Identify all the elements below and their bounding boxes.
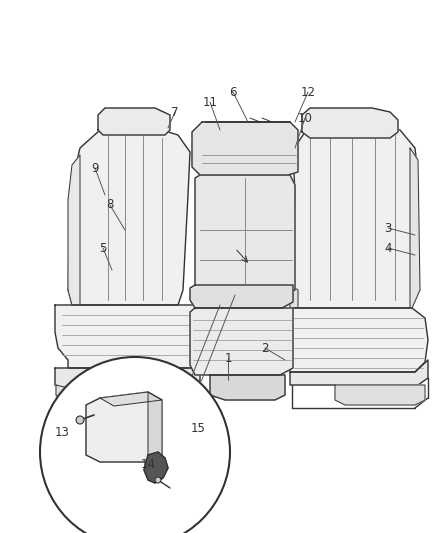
Text: 8: 8 [106, 198, 114, 212]
Polygon shape [55, 305, 200, 368]
Polygon shape [148, 392, 162, 462]
Polygon shape [302, 108, 398, 138]
Text: 12: 12 [300, 85, 315, 99]
Polygon shape [100, 392, 162, 406]
Text: 2: 2 [261, 342, 269, 354]
Polygon shape [190, 285, 293, 308]
Polygon shape [68, 155, 80, 305]
Polygon shape [290, 285, 298, 308]
Text: 10: 10 [297, 111, 312, 125]
Text: 13: 13 [55, 425, 70, 439]
Polygon shape [290, 360, 428, 385]
Text: 3: 3 [384, 222, 392, 235]
Text: 15: 15 [191, 422, 205, 434]
Polygon shape [56, 385, 85, 405]
Polygon shape [190, 308, 293, 375]
Polygon shape [68, 128, 190, 305]
Text: 14: 14 [141, 458, 155, 472]
Polygon shape [144, 452, 168, 483]
Circle shape [40, 357, 230, 533]
Text: 6: 6 [229, 85, 237, 99]
Polygon shape [290, 122, 418, 308]
Polygon shape [210, 375, 285, 400]
Polygon shape [55, 368, 200, 390]
Text: 9: 9 [91, 161, 99, 174]
Polygon shape [192, 122, 298, 175]
Text: 1: 1 [224, 351, 232, 365]
Text: 11: 11 [202, 95, 218, 109]
Polygon shape [335, 385, 425, 405]
Polygon shape [195, 175, 295, 295]
Circle shape [155, 477, 161, 483]
Text: 5: 5 [99, 241, 107, 254]
Polygon shape [86, 392, 162, 462]
Circle shape [76, 416, 84, 424]
Polygon shape [290, 308, 428, 372]
Polygon shape [98, 108, 170, 135]
Polygon shape [410, 148, 420, 308]
Text: 4: 4 [384, 241, 392, 254]
Text: 7: 7 [171, 106, 179, 118]
